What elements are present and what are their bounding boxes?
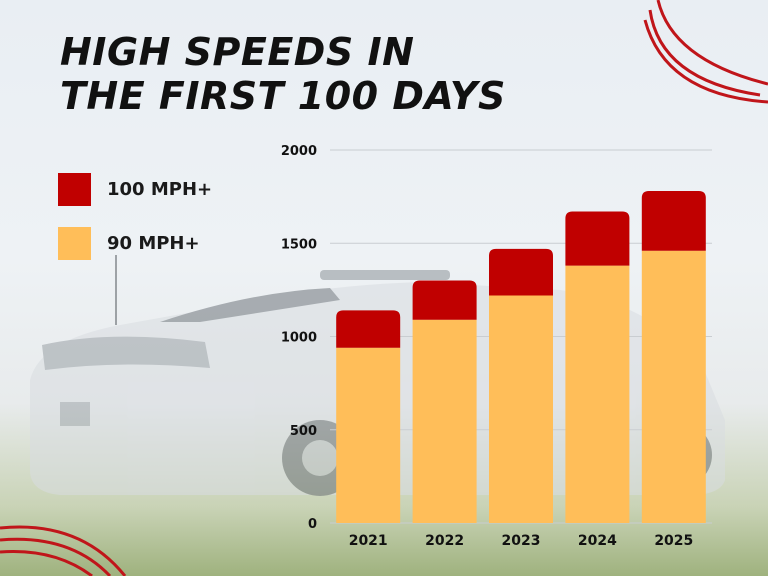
bar-segment-90mph <box>336 347 401 523</box>
bar-segment-100mph <box>336 310 401 348</box>
swirl-bottom-left <box>0 525 127 576</box>
bar-segment-100mph <box>641 191 706 251</box>
y-tick-label: 500 <box>290 424 317 439</box>
y-tick-label: 1000 <box>281 331 317 346</box>
bar-segment-90mph <box>641 250 706 523</box>
legend-swatch-100mph <box>58 172 91 206</box>
y-tick-label: 1500 <box>281 237 317 252</box>
legend-label-90mph: 90 MPH+ <box>107 232 200 254</box>
bar-segment-100mph <box>412 280 477 320</box>
x-tick-label: 2021 <box>349 533 388 549</box>
chart-title: HIGH SPEEDS IN THE FIRST 100 DAYS <box>60 30 506 118</box>
legend-item-100mph: 100 MPH+ <box>58 172 212 206</box>
bar-segment-90mph <box>565 265 630 523</box>
x-tick-label: 2024 <box>578 533 617 549</box>
bar-segment-100mph <box>565 211 630 266</box>
legend-swatch-90mph <box>58 226 91 260</box>
legend-item-90mph: 90 MPH+ <box>58 226 212 260</box>
legend-label-100mph: 100 MPH+ <box>107 178 213 200</box>
y-tick-label: 0 <box>308 517 317 532</box>
bar-segment-90mph <box>489 295 553 523</box>
x-tick-label: 2025 <box>654 533 693 549</box>
x-tick-label: 2023 <box>502 533 541 549</box>
swirl-top-right <box>643 0 768 104</box>
legend: 100 MPH+ 90 MPH+ <box>58 172 212 280</box>
bar-segment-90mph <box>412 319 477 523</box>
y-tick-label: 2000 <box>281 144 317 159</box>
x-tick-label: 2022 <box>425 533 464 549</box>
bar-segment-100mph <box>489 248 553 296</box>
